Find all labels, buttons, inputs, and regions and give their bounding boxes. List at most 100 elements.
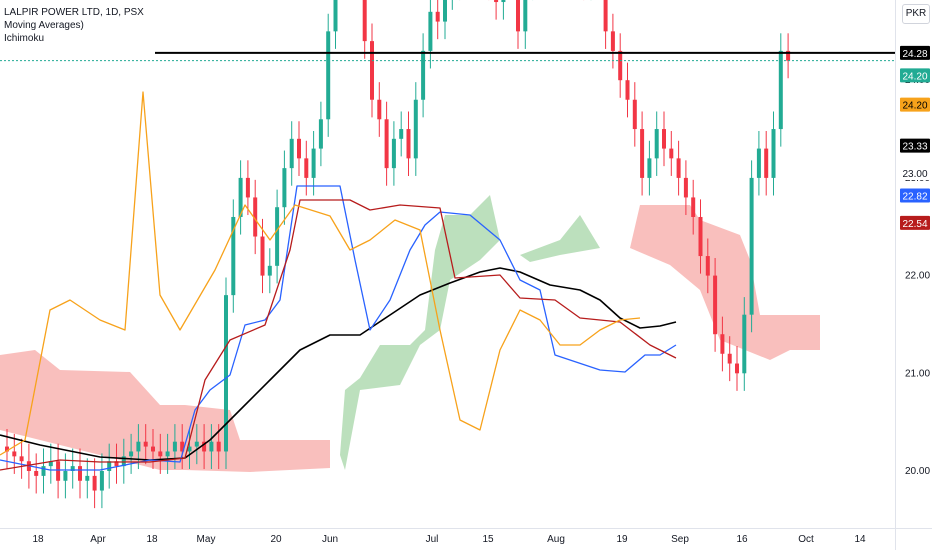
candle-body	[421, 50, 426, 100]
price-label-text: 24.20	[902, 71, 927, 82]
candle-body	[370, 41, 374, 100]
x-tick-label: 15	[482, 534, 494, 545]
candle-body	[756, 148, 761, 178]
candle-body	[676, 158, 681, 178]
price-label-text: 24.28	[902, 49, 927, 60]
candle-body	[78, 466, 82, 481]
candle-body	[362, 0, 367, 42]
chart-legend: LALPIR POWER LTD, 1D, PSX Moving Average…	[4, 6, 144, 45]
candle-body	[114, 461, 119, 467]
symbol-title[interactable]: LALPIR POWER LTD, 1D, PSX	[4, 7, 144, 18]
candle-body	[282, 168, 287, 208]
price-label-text: 23.00	[902, 169, 927, 180]
indicator-moving-averages[interactable]: Moving Averages)	[4, 20, 84, 31]
candle-body	[618, 50, 623, 81]
y-tick-label: 21.00	[905, 368, 930, 379]
x-tick-label: Jul	[426, 534, 439, 545]
candle-body	[187, 446, 192, 452]
candle-body	[34, 471, 39, 476]
candle-body	[377, 99, 382, 120]
candle-body	[5, 446, 9, 452]
candle-body	[698, 216, 703, 257]
candle-body	[771, 129, 776, 178]
cloud-band-1	[185, 405, 330, 472]
price-label: 24.20	[900, 68, 930, 83]
candle-body	[92, 475, 97, 491]
candle-body	[778, 50, 783, 130]
candle-body	[209, 441, 214, 452]
candle-body	[70, 466, 75, 471]
candle-body	[391, 138, 396, 169]
candle-body	[19, 456, 24, 462]
x-tick-label: 14	[854, 534, 866, 545]
candle-body	[151, 446, 155, 452]
candle-body	[121, 456, 126, 467]
candle-body	[318, 119, 323, 149]
x-tick-label: 16	[736, 534, 748, 545]
candle-body	[443, 0, 447, 22]
candle-body	[99, 471, 104, 491]
candle-body	[735, 363, 739, 374]
candle-body	[647, 158, 652, 178]
candle-body	[63, 471, 68, 481]
price-label-text: 24.20	[902, 101, 927, 112]
price-label-box	[900, 45, 930, 60]
candle-body	[683, 177, 688, 198]
price-label: 24.28	[900, 45, 930, 60]
candle-body	[136, 441, 141, 452]
candle-body	[267, 265, 272, 276]
x-tick-label: Oct	[798, 534, 814, 545]
x-tick-label: 18	[146, 534, 158, 545]
price-label-box	[900, 188, 930, 203]
candle-body	[253, 197, 258, 237]
base-line	[0, 199, 677, 471]
candle-body	[224, 295, 228, 452]
candle-body	[603, 0, 608, 32]
candle-body	[289, 138, 294, 169]
conversion-line	[0, 185, 677, 471]
price-label-text: 23.33	[902, 142, 927, 153]
candle-body	[333, 0, 338, 32]
candle-body	[129, 451, 134, 457]
price-label-box	[900, 215, 930, 230]
candle-body	[172, 441, 177, 452]
candle-body	[165, 451, 170, 457]
candle-body	[143, 441, 148, 447]
price-label: 22.54	[900, 215, 930, 230]
x-tick-label: 20	[270, 534, 282, 545]
candle-body	[413, 99, 418, 159]
horizontal-levels[interactable]	[0, 0, 895, 550]
candle-body	[654, 129, 659, 159]
indicator-lines	[0, 91, 677, 471]
candle-body	[720, 334, 725, 354]
price-label-text: 22.54	[902, 219, 927, 230]
x-axis: 18 Apr 18 May 20 Jun Jul 15 Aug 19 Sep 16 Oct 14	[32, 534, 866, 545]
candle-body	[304, 158, 309, 178]
lagging-span-line	[0, 91, 641, 456]
cloud-band-0	[0, 350, 185, 470]
x-tick-label: May	[197, 534, 216, 545]
currency-button[interactable]: PKR	[902, 4, 930, 24]
candle-body	[428, 11, 433, 51]
candle-body	[399, 129, 404, 139]
candle-body	[640, 129, 645, 178]
x-tick-label: Sep	[671, 534, 689, 545]
candle-body	[494, 0, 499, 3]
price-label: 24.20	[900, 97, 930, 112]
candle-body	[501, 0, 506, 3]
candle-body	[435, 11, 440, 22]
candle-body	[705, 256, 710, 276]
candle-body	[194, 441, 199, 447]
candle-body	[180, 441, 185, 452]
candle-body	[238, 177, 243, 217]
indicator-ichimoku[interactable]: Ichimoku	[4, 33, 45, 44]
x-tick-label: Aug	[547, 534, 565, 545]
price-label: 23.00	[900, 166, 930, 181]
y-tick-label: 22.00	[905, 271, 930, 282]
candle-body	[384, 119, 389, 169]
candle-body	[610, 31, 615, 51]
x-tick-label: 18	[32, 534, 44, 545]
candle-body	[727, 353, 732, 364]
